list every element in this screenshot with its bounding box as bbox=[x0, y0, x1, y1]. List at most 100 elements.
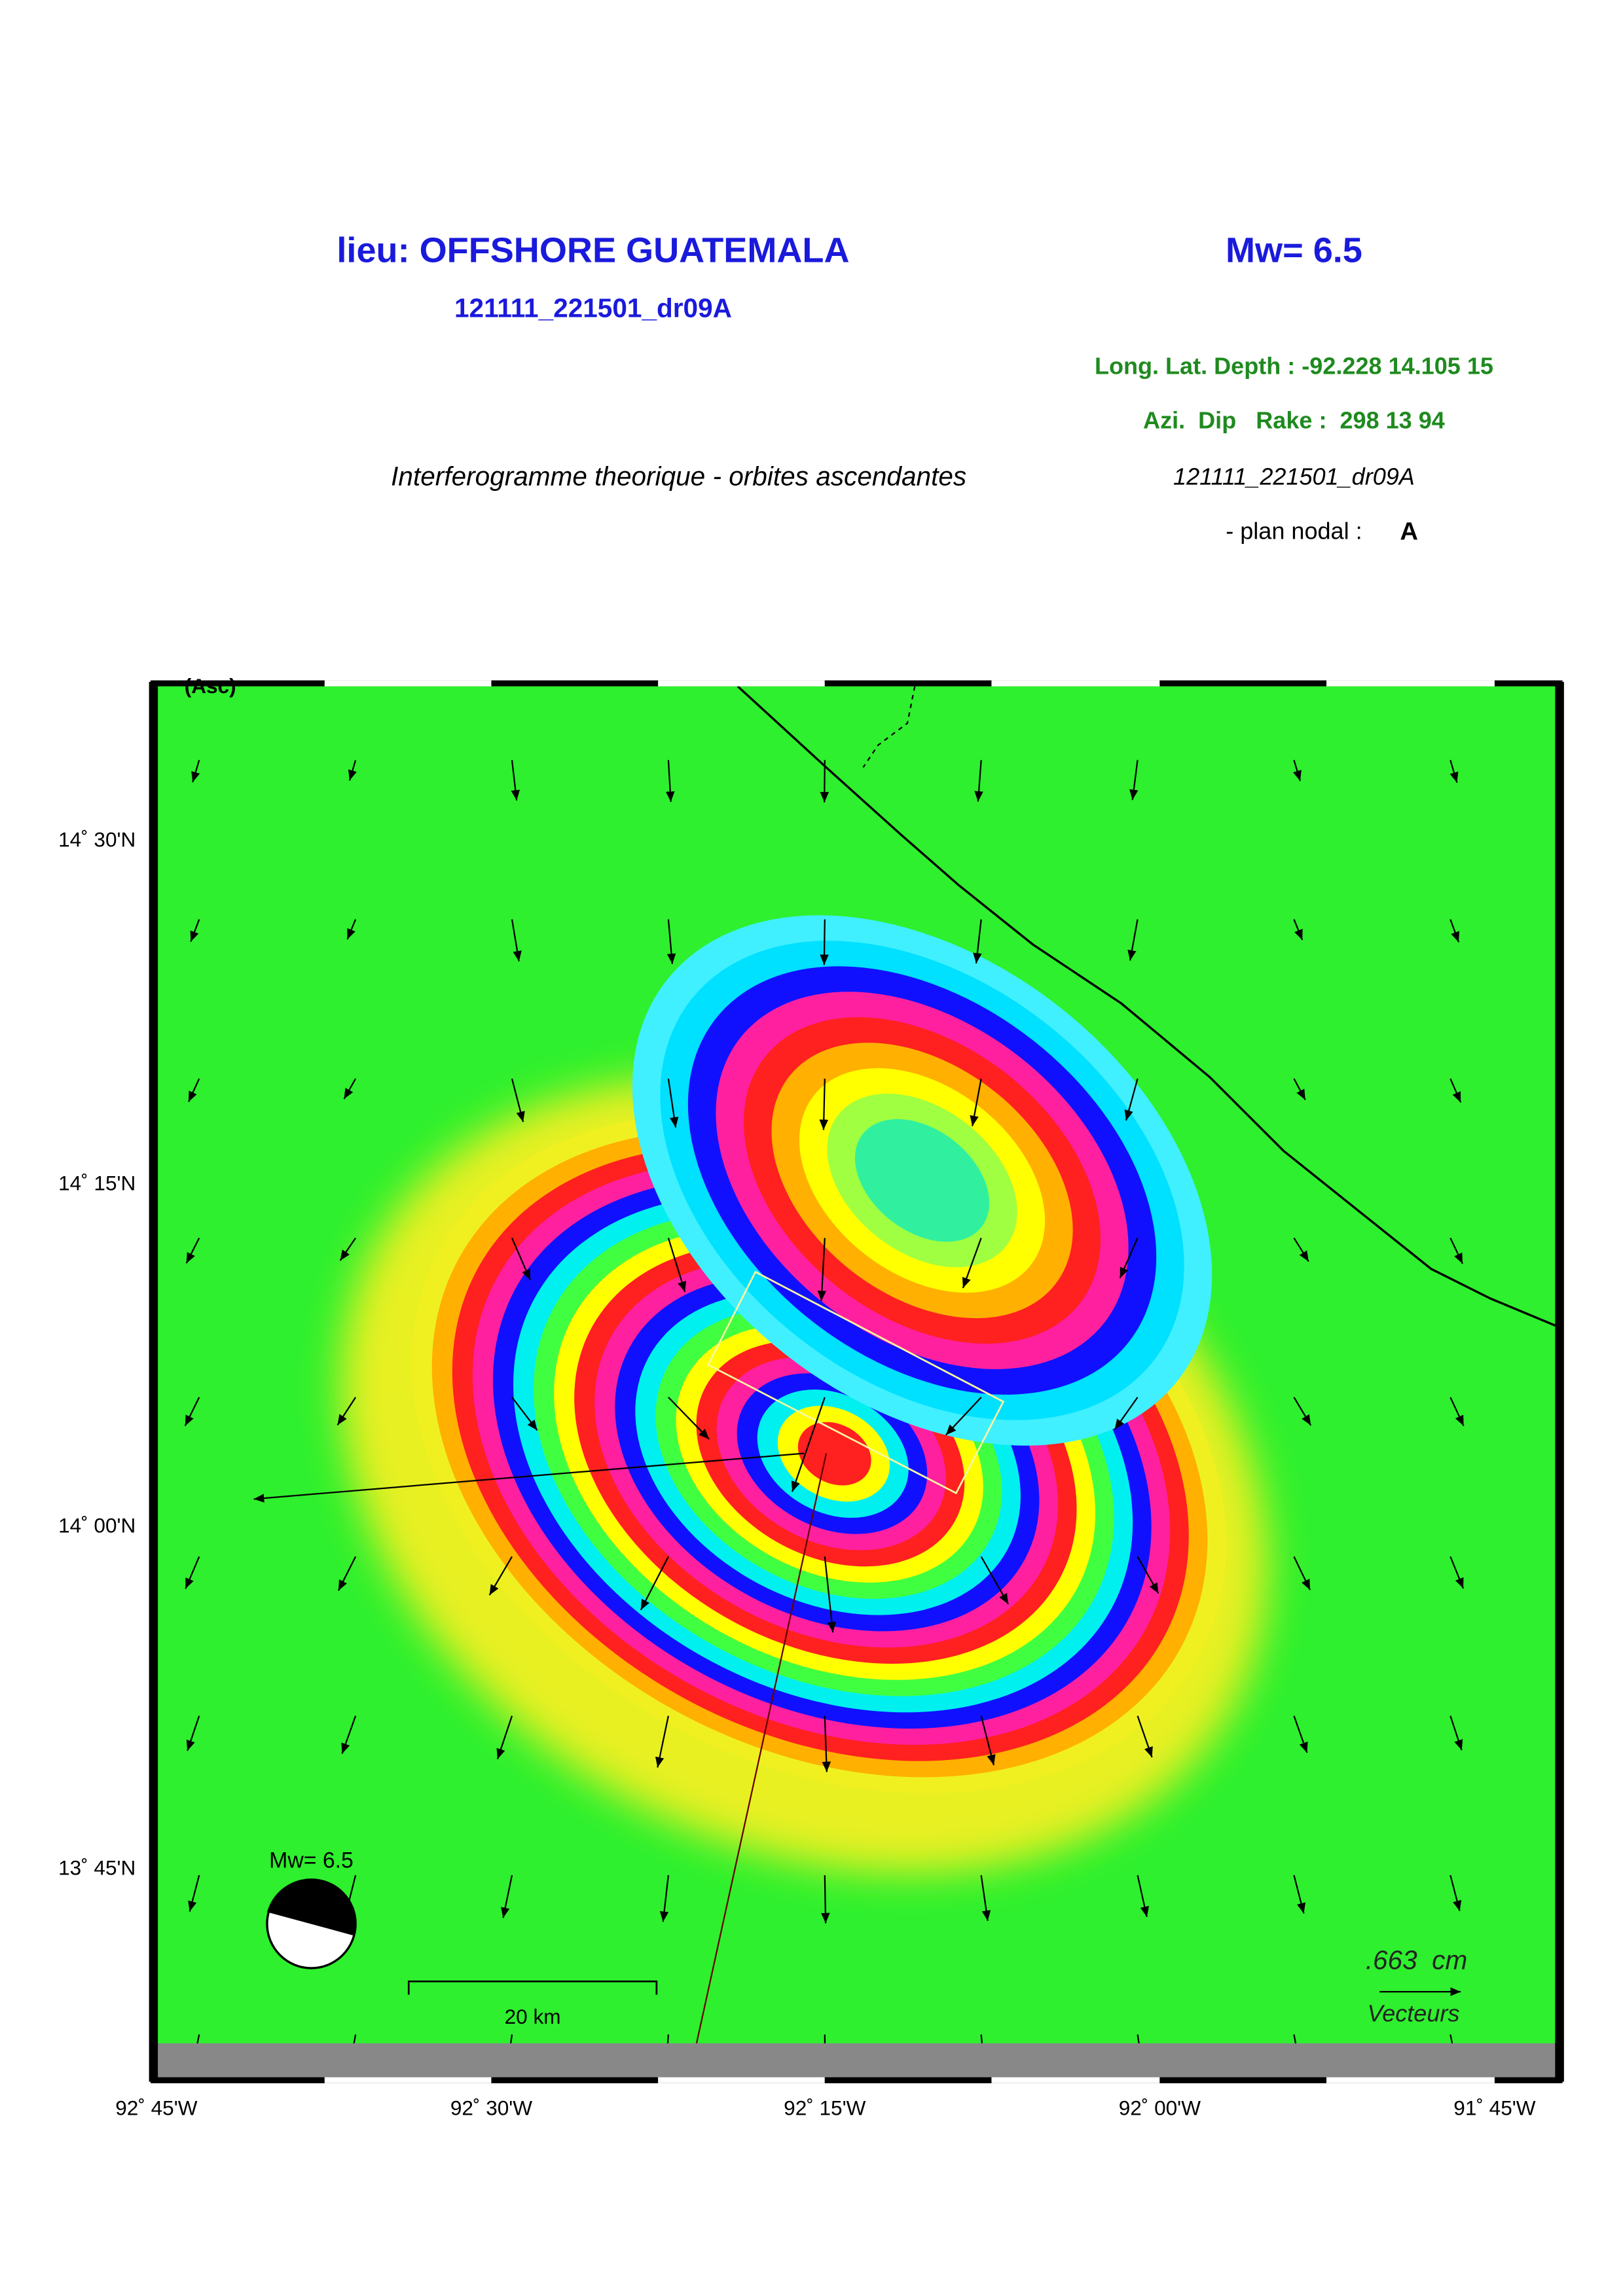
lon-label: 91˚ 45'W bbox=[1453, 2096, 1535, 2120]
vector bbox=[190, 919, 200, 942]
frame-band bbox=[152, 680, 325, 687]
vector bbox=[1293, 1715, 1308, 1753]
frame-band bbox=[991, 2077, 1160, 2083]
fringe bbox=[854, 1119, 990, 1242]
vector bbox=[1293, 1397, 1312, 1426]
lat-label: 14˚ 00'N bbox=[58, 1514, 136, 1537]
lon-label: 92˚ 15'W bbox=[784, 2096, 866, 2120]
vector bbox=[962, 1238, 982, 1289]
vector bbox=[820, 919, 829, 965]
vector bbox=[185, 1237, 200, 1264]
vector bbox=[667, 1078, 679, 1128]
event-id: 121111_221501_dr09A bbox=[454, 293, 732, 323]
vector bbox=[820, 760, 830, 802]
fault-plane bbox=[706, 1270, 1005, 1495]
vector bbox=[511, 1397, 538, 1431]
nodal-plane-label: - plan nodal : bbox=[1226, 518, 1362, 545]
frame-band bbox=[324, 2077, 492, 2083]
lat-label: 14˚ 30'N bbox=[58, 828, 136, 852]
lat-label: 14˚ 15'N bbox=[58, 1172, 136, 1195]
vector bbox=[821, 1875, 830, 1924]
vector bbox=[1450, 1078, 1462, 1103]
vector bbox=[511, 760, 520, 801]
vector bbox=[1450, 759, 1459, 783]
vector bbox=[339, 1237, 357, 1261]
mechanism-params: Azi. Dip Rake : 298 13 94 bbox=[1143, 407, 1445, 434]
lon-label: 92˚ 45'W bbox=[115, 2096, 197, 2120]
lat-label: 13˚ 45'N bbox=[58, 1856, 136, 1879]
vector bbox=[1137, 1874, 1149, 1918]
vector bbox=[1450, 1237, 1464, 1265]
vector bbox=[341, 1715, 357, 1754]
vector bbox=[980, 1715, 996, 1766]
vector bbox=[668, 1397, 710, 1440]
frame-band bbox=[149, 681, 158, 2082]
vector bbox=[659, 1874, 670, 1922]
fringes bbox=[340, 915, 1268, 1874]
vector bbox=[1292, 759, 1302, 781]
vector bbox=[337, 1556, 357, 1591]
magnitude: Mw= 6.5 bbox=[1226, 230, 1362, 270]
vector bbox=[1293, 919, 1304, 941]
vector bbox=[511, 1238, 531, 1281]
vector bbox=[666, 919, 676, 965]
vector bbox=[511, 1078, 525, 1122]
vector-scale: .663 cm bbox=[1366, 1945, 1468, 1975]
gray-strip bbox=[152, 2043, 1561, 2082]
vector bbox=[185, 1556, 200, 1589]
vector-label: Vecteurs bbox=[1368, 2000, 1460, 2027]
coastline bbox=[737, 685, 1561, 1329]
vector bbox=[687, 1453, 828, 2082]
vector bbox=[1293, 1874, 1306, 1914]
vector bbox=[184, 1397, 200, 1426]
vector bbox=[348, 759, 357, 781]
beachball-quadrant bbox=[266, 1878, 356, 1936]
vector bbox=[1450, 1715, 1463, 1751]
lon-label: 92˚ 30'W bbox=[450, 2096, 532, 2120]
vector bbox=[253, 1452, 805, 1503]
vector bbox=[980, 1874, 991, 1922]
vector bbox=[1450, 1397, 1465, 1427]
frame-band bbox=[1326, 2077, 1495, 2083]
vector bbox=[980, 1556, 1009, 1605]
frame-band bbox=[1494, 680, 1561, 687]
vector bbox=[817, 1238, 827, 1301]
vector bbox=[791, 1397, 826, 1492]
vector bbox=[824, 1556, 837, 1633]
vector bbox=[191, 759, 200, 783]
vector bbox=[1119, 1238, 1139, 1279]
orbit-label: (Asc) bbox=[185, 674, 236, 698]
vectors bbox=[184, 759, 1465, 2082]
vector bbox=[501, 1874, 513, 1918]
vector bbox=[819, 1079, 829, 1130]
title: lieu: OFFSHORE GUATEMALA bbox=[337, 230, 849, 270]
vector bbox=[1124, 1078, 1139, 1121]
vector bbox=[970, 1078, 982, 1126]
vector bbox=[1293, 1078, 1306, 1100]
vector bbox=[186, 1715, 200, 1751]
vector bbox=[188, 1874, 200, 1912]
vector bbox=[1137, 1715, 1153, 1758]
scale-label: 20 km bbox=[505, 2005, 561, 2028]
vector bbox=[343, 1078, 357, 1100]
frame-band bbox=[491, 2077, 659, 2083]
vector bbox=[1450, 919, 1460, 942]
frame-band bbox=[491, 680, 659, 687]
vector bbox=[1137, 1556, 1159, 1594]
frame-band bbox=[1159, 680, 1327, 687]
location-params: Long. Lat. Depth : -92.228 14.105 15 bbox=[1095, 352, 1493, 379]
frame-band bbox=[1326, 680, 1495, 687]
vector bbox=[974, 760, 983, 802]
border bbox=[862, 686, 916, 768]
nodal-plane: A bbox=[1400, 517, 1418, 545]
vector bbox=[667, 1238, 687, 1293]
frame-band bbox=[658, 680, 825, 687]
frame bbox=[149, 680, 1564, 2083]
vector bbox=[655, 1715, 670, 1768]
vector bbox=[1114, 1397, 1139, 1430]
lon-label: 92˚ 00'W bbox=[1119, 2096, 1201, 2120]
vector bbox=[822, 1715, 831, 1772]
vector bbox=[640, 1556, 669, 1611]
